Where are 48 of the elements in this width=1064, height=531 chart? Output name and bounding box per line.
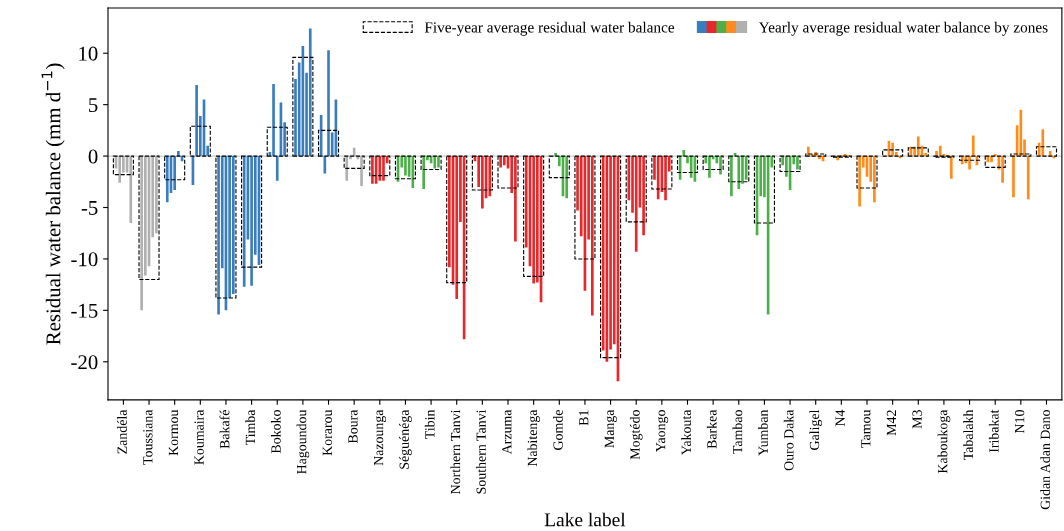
x-tick-label: Northern Tanvi <box>450 409 461 494</box>
y-tick-label: 10 <box>79 46 98 61</box>
x-tick-label: Tambao <box>732 410 743 454</box>
x-tick-label: Zandéla <box>117 409 127 454</box>
x-tick-label: Gomde <box>552 410 563 450</box>
x-tick-label: Bakafé <box>219 410 230 449</box>
x-tick-label: Barkea <box>706 409 717 449</box>
x-tick-label: Bokoko <box>270 410 281 454</box>
x-tick-label: Toussiana <box>143 409 153 465</box>
x-tick-label: Boura <box>348 409 358 444</box>
x-tick-label: Hagoundou <box>296 409 310 474</box>
x-tick-label: Southern Tanvi <box>476 409 486 494</box>
x-tick-label: Ouro Daka <box>783 409 794 471</box>
x-tick-label: Mogtédo <box>629 410 643 460</box>
x-axis-title: Lake label <box>544 512 626 527</box>
x-tick-label: Gidan Adan Dano <box>1040 410 1050 510</box>
x-tick-label: Yakouta <box>681 409 691 456</box>
x-tick-label: Kormou <box>168 409 179 456</box>
y-tick-label: -10 <box>71 252 98 267</box>
y-tick-label: -15 <box>71 303 98 318</box>
y-tick-label: 0 <box>88 149 98 164</box>
x-tick-label: Nabitenga <box>527 409 540 467</box>
y-tick-label: -20 <box>71 355 98 370</box>
y-tick-label: 5 <box>89 98 98 113</box>
legend-label: Yearly average residual water balance by zones <box>758 21 1048 36</box>
x-tick-label: Yumban <box>758 409 768 456</box>
x-tick-label: B1 <box>579 410 589 426</box>
x-tick-label: N4 <box>835 409 845 427</box>
x-tick-label: Tibin <box>424 409 435 439</box>
x-tick-label: Koumaira <box>194 409 204 465</box>
x-tick-label: M3 <box>912 410 922 429</box>
x-tick-label: Timba <box>245 409 256 446</box>
x-tick-label: Tabalakh <box>963 409 974 461</box>
x-tick-label: Tamou <box>861 409 871 448</box>
y-tick-label: -5 <box>81 201 98 215</box>
x-tick-label: Séguénéga <box>399 409 412 469</box>
x-tick-label: Iribakat <box>988 409 999 453</box>
x-tick-label: Kaboukoga <box>937 409 951 474</box>
legend-label: Five-year average residual water balance <box>424 21 675 36</box>
x-tick-label: Manga <box>604 409 617 448</box>
x-tick-label: Korarou <box>322 409 332 456</box>
x-tick-label: Nazounga <box>374 409 387 466</box>
y-axis-title: Residual water balance (mm d$^{−1}$) <box>41 63 65 345</box>
x-tick-label: Yaongo <box>656 410 669 452</box>
x-tick-label: M42 <box>886 410 896 436</box>
x-tick-label: N10 <box>1014 410 1025 434</box>
x-tick-label: Arzuma <box>502 409 512 455</box>
x-tick-label: Galigel <box>809 409 823 450</box>
